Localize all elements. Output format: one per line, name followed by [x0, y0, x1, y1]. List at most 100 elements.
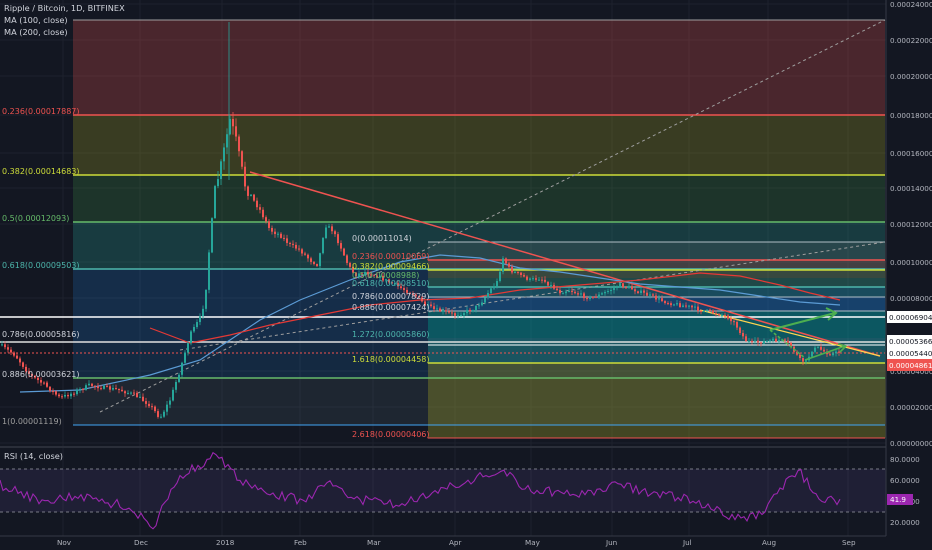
candle-body	[682, 305, 684, 307]
candlestick-series[interactable]	[1, 22, 840, 419]
candle-body	[502, 258, 504, 272]
candle-body	[391, 282, 393, 284]
fib-ext-zone-1	[428, 260, 886, 270]
candle-body	[622, 283, 624, 288]
fib-zone-1	[73, 115, 885, 175]
candle-body	[97, 386, 99, 389]
candle-body	[673, 304, 675, 306]
fibonacci-lines[interactable]	[0, 19, 885, 439]
candle-body	[433, 306, 435, 310]
price-tick-label: 0.00010000	[890, 258, 932, 267]
candle-body	[262, 209, 264, 218]
red-downtrend-line[interactable]	[249, 171, 881, 357]
fib-right-label: 2.618(0.00000406)	[352, 430, 430, 439]
candle-body	[112, 388, 114, 390]
candle-body	[82, 388, 84, 390]
yellow-trend-line[interactable]	[699, 309, 881, 357]
candle-body	[556, 288, 558, 291]
candle-body	[640, 290, 642, 294]
candle-body	[106, 385, 108, 387]
candle-body	[298, 248, 300, 250]
price-axis[interactable]	[886, 0, 932, 550]
fibonacci-zones	[73, 20, 886, 438]
candle-body	[742, 333, 744, 337]
candle-body	[142, 396, 144, 402]
candle-body	[397, 283, 399, 287]
candle-body	[766, 340, 768, 342]
candle-body	[823, 349, 825, 352]
candle-body	[394, 283, 396, 285]
candle-body	[292, 243, 294, 245]
rsi-pane[interactable]	[0, 447, 886, 536]
candle-body	[229, 118, 231, 135]
candle-body	[370, 274, 372, 276]
prediction-arrows[interactable]	[769, 307, 848, 361]
candle-body	[406, 289, 408, 293]
fib-zone-6	[73, 378, 885, 425]
path-arrow-up-head[interactable]	[837, 343, 848, 353]
path-arrow-up[interactable]	[804, 345, 846, 361]
candle-body	[496, 281, 498, 287]
candle-body	[376, 275, 378, 278]
candle-body	[178, 374, 180, 382]
candle-body	[475, 305, 477, 311]
time-axis[interactable]	[0, 536, 886, 550]
candle-body	[796, 351, 798, 355]
candle-body	[751, 340, 753, 342]
price-badge-label: 0.00004861	[889, 361, 932, 370]
price-badge-label: 0.00005366	[889, 337, 932, 346]
candle-body	[601, 293, 603, 295]
rsi-tick-label: 20.0000	[890, 518, 920, 527]
price-badge-label: 0.00006904	[889, 313, 932, 322]
candle-body	[259, 207, 261, 210]
dashed-trendline-lower[interactable]	[179, 241, 886, 351]
candle-body	[307, 254, 309, 259]
candle-body	[589, 296, 591, 299]
candle-body	[754, 340, 756, 342]
candle-body	[577, 293, 579, 295]
candle-body	[256, 200, 258, 208]
trendlines[interactable]	[99, 19, 886, 413]
candle-body	[214, 186, 216, 219]
candle-body	[547, 281, 549, 286]
rsi-tick-label: 80.0000	[890, 455, 920, 464]
candle-body	[526, 276, 528, 280]
candle-body	[115, 388, 117, 390]
candle-body	[787, 340, 789, 343]
rsi-value-badge	[887, 494, 913, 505]
candle-body	[505, 258, 507, 264]
legend-ma200[interactable]: MA (200, close)	[4, 27, 68, 37]
candle-body	[493, 286, 495, 289]
candle-body	[517, 271, 519, 273]
candle-body	[805, 360, 807, 362]
candle-body	[352, 266, 354, 273]
candle-body	[799, 354, 801, 359]
candle-body	[283, 237, 285, 239]
up-arrow-head[interactable]	[825, 307, 838, 321]
candle-body	[16, 355, 18, 359]
candle-body	[313, 261, 315, 265]
price-tick-label: 0.00016000	[890, 149, 932, 158]
fib-left-label: 0.236(0.00017887)	[2, 107, 80, 116]
dashed-trendline-upper[interactable]	[99, 19, 886, 413]
candle-body	[478, 305, 480, 307]
price-badge	[887, 311, 932, 323]
candle-body	[136, 392, 138, 398]
candle-body	[694, 306, 696, 308]
candle-body	[133, 392, 135, 394]
rsi-value-label: 41.9	[890, 495, 906, 504]
candle-body	[280, 233, 282, 238]
up-arrow-shaft[interactable]	[769, 312, 836, 331]
path-arrow-down[interactable]	[769, 329, 806, 359]
ma200-line[interactable]	[149, 272, 841, 344]
candle-body	[484, 297, 486, 303]
candle-body	[538, 279, 540, 281]
legend-ma100[interactable]: MA (100, close)	[4, 15, 68, 25]
chart-title: Ripple / Bitcoin, 1D, BITFINEX	[4, 3, 125, 13]
price-tick-label: 0.00012000	[890, 220, 932, 229]
rsi-line[interactable]	[0, 451, 841, 530]
candle-body	[271, 227, 273, 232]
candle-body	[706, 309, 708, 311]
ma100-line[interactable]	[19, 254, 841, 393]
